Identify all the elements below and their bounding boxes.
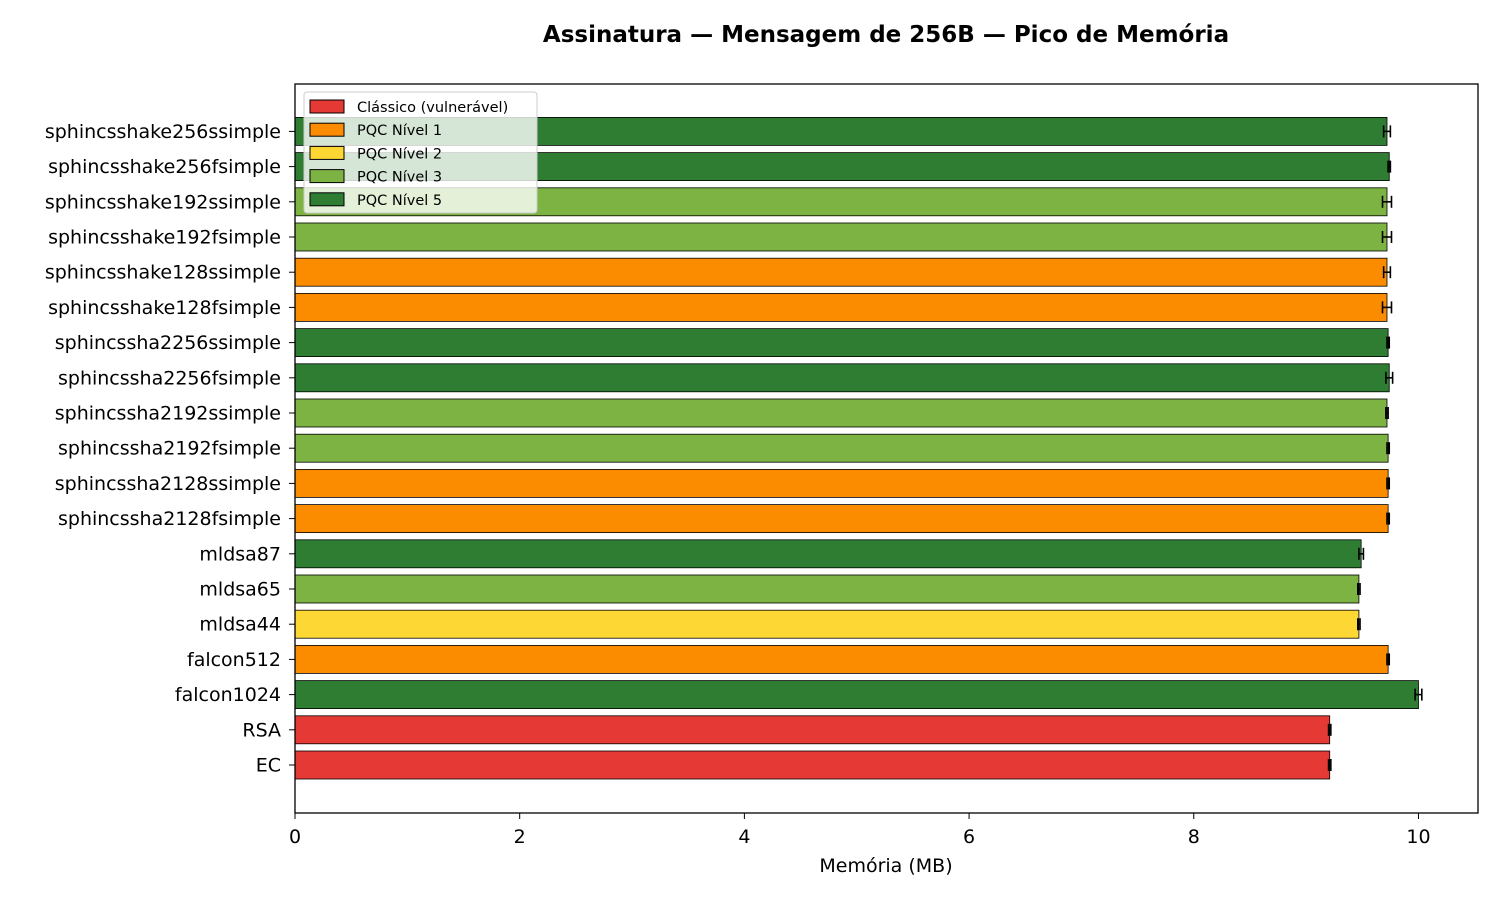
legend-swatch [310, 193, 344, 206]
legend-label: PQC Nível 2 [357, 146, 442, 162]
x-tick-label-2: 2 [514, 826, 526, 848]
x-tick-label-10: 10 [1406, 826, 1430, 848]
y-tick-label-EC: EC [256, 755, 281, 777]
bar-falcon1024 [295, 681, 1418, 709]
bar-RSA [295, 716, 1330, 744]
y-tick-label-sphincssha2192fsimple: sphincssha2192fsimple [58, 438, 281, 460]
y-tick-label-sphincssha2192ssimple: sphincssha2192ssimple [55, 403, 281, 425]
bar-falcon512 [295, 645, 1388, 673]
legend-label: PQC Nível 1 [357, 123, 442, 139]
legend-label: Clássico (vulnerável) [357, 100, 508, 116]
legend-swatch [310, 170, 344, 183]
bar-sphincssha2192fsimple [295, 434, 1388, 462]
bar-mldsa87 [295, 540, 1361, 568]
y-tick-label-RSA: RSA [242, 719, 281, 741]
bar-sphincsshake128fsimple [295, 293, 1387, 321]
bar-mldsa65 [295, 575, 1359, 603]
y-tick-label-sphincssha2128fsimple: sphincssha2128fsimple [58, 508, 281, 530]
y-tick-label-sphincsshake192fsimple: sphincsshake192fsimple [48, 227, 281, 249]
y-tick-label-mldsa87: mldsa87 [199, 543, 281, 565]
y-tick-label-falcon1024: falcon1024 [175, 684, 281, 706]
chart-title: Assinatura — Mensagem de 256B — Pico de … [543, 22, 1229, 48]
y-tick-label-sphincsshake256ssimple: sphincsshake256ssimple [45, 121, 281, 143]
bar-sphincsshake192fsimple [295, 223, 1387, 251]
bar-sphincsshake128ssimple [295, 258, 1387, 286]
y-tick-label-sphincsshake192ssimple: sphincsshake192ssimple [45, 191, 281, 213]
legend: Clássico (vulnerável) PQC Nível 1 PQC Níve… [304, 92, 537, 213]
y-tick-label-sphincssha2256fsimple: sphincssha2256fsimple [58, 367, 281, 389]
y-tick-label-falcon512: falcon512 [187, 649, 281, 671]
y-tick-label-mldsa44: mldsa44 [199, 614, 281, 636]
legend-swatch [310, 146, 344, 159]
bar-sphincssha2128fsimple [295, 505, 1388, 533]
x-axis-label: Memória (MB) [819, 855, 952, 877]
x-tick-label-4: 4 [738, 826, 750, 848]
x-tick-label-8: 8 [1188, 826, 1200, 848]
y-tick-label-sphincsshake256fsimple: sphincsshake256fsimple [48, 156, 281, 178]
y-tick-label-mldsa65: mldsa65 [199, 579, 281, 601]
legend-swatch [310, 123, 344, 136]
bar-sphincssha2192ssimple [295, 399, 1387, 427]
bar-sphincssha2256fsimple [295, 364, 1389, 392]
legend-label: PQC Nível 5 [357, 193, 442, 209]
y-tick-label-sphincssha2256ssimple: sphincssha2256ssimple [55, 332, 281, 354]
bar-mldsa44 [295, 610, 1359, 638]
bar-sphincssha2256ssimple [295, 329, 1388, 357]
y-tick-label-sphincssha2128ssimple: sphincssha2128ssimple [55, 473, 281, 495]
x-tick-label-6: 6 [963, 826, 975, 848]
bar-sphincssha2128ssimple [295, 469, 1388, 497]
legend-swatch [310, 100, 344, 113]
bar-EC [295, 751, 1330, 779]
x-tick-label-0: 0 [289, 826, 301, 848]
y-tick-label-sphincsshake128fsimple: sphincsshake128fsimple [48, 297, 281, 319]
legend-label: PQC Nível 3 [357, 170, 442, 186]
y-tick-label-sphincsshake128ssimple: sphincsshake128ssimple [45, 262, 281, 284]
